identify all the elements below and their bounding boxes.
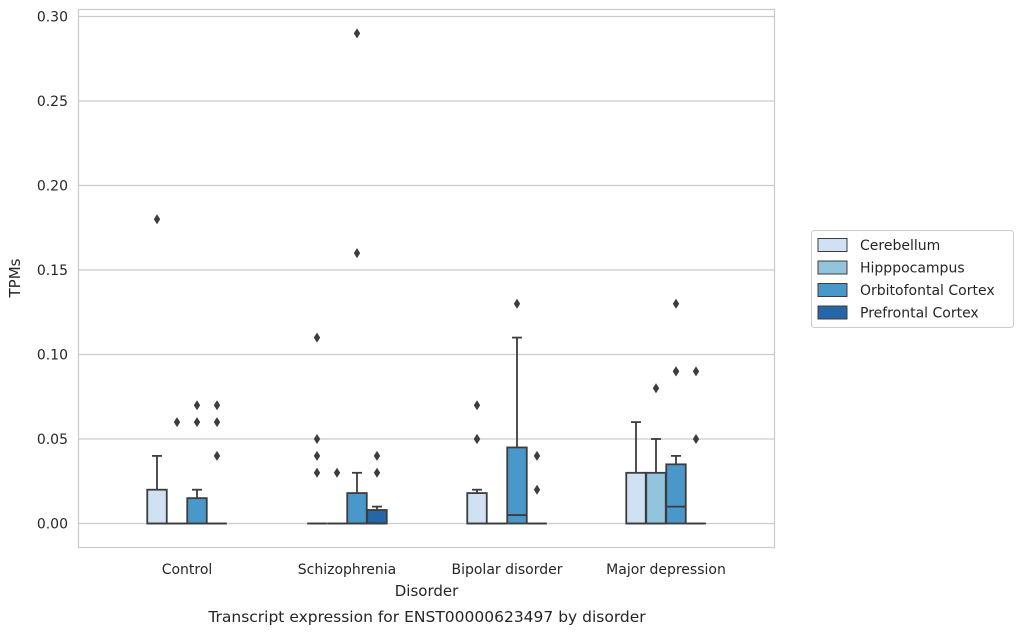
outlier-point xyxy=(533,484,541,495)
chart-caption: Transcript expression for ENST0000062349… xyxy=(207,608,646,626)
box-3-0 xyxy=(625,421,647,525)
outlier-point xyxy=(313,332,321,343)
box-body xyxy=(186,497,208,525)
y-tick-label: 0.10 xyxy=(37,348,68,364)
box-0-2 xyxy=(186,400,208,525)
box-body xyxy=(625,471,647,525)
legend-swatch xyxy=(817,260,848,275)
legend-label: Prefrontal Cortex xyxy=(860,306,979,322)
box-1-3 xyxy=(366,450,388,525)
outlier-point xyxy=(353,28,361,39)
y-tick-label: 0.00 xyxy=(37,517,68,533)
y-tick-label: 0.05 xyxy=(37,432,68,448)
plot-frame xyxy=(77,8,776,549)
box-3-2 xyxy=(665,298,687,525)
legend-label: Cerebellum xyxy=(860,238,940,254)
outlier-point xyxy=(473,434,481,444)
outlier-point xyxy=(513,298,521,309)
box-1-1 xyxy=(327,467,347,525)
outlier-point xyxy=(313,450,321,461)
outlier-point xyxy=(193,400,201,411)
outlier-point xyxy=(473,400,481,411)
y-axis-title: TPMs xyxy=(6,258,24,298)
y-tick-label: 0.15 xyxy=(37,263,68,279)
outlier-point xyxy=(173,417,181,428)
box-body xyxy=(645,471,667,525)
outlier-point xyxy=(313,434,321,444)
legend: Cerebellum Hipppocampus Orbitofontal Corte… xyxy=(811,230,1014,328)
box-0-3 xyxy=(207,400,227,525)
legend-swatch xyxy=(817,238,848,252)
box-body xyxy=(665,463,687,525)
y-tick-label: 0.25 xyxy=(37,94,68,110)
box-body xyxy=(506,446,528,525)
x-tick-label: Schizophrenia xyxy=(298,562,396,578)
box-body xyxy=(146,488,168,525)
outlier-point xyxy=(692,366,700,377)
outlier-point xyxy=(213,400,221,411)
box-body xyxy=(366,509,388,525)
outlier-point xyxy=(373,450,381,461)
y-tick-label: 0.30 xyxy=(37,10,68,26)
box-body xyxy=(466,492,488,525)
outlier-point xyxy=(353,248,361,259)
outlier-point xyxy=(652,383,660,394)
legend-label: Orbitofontal Cortex xyxy=(860,283,995,299)
outlier-point xyxy=(313,467,321,478)
x-tick-label: Control xyxy=(162,562,213,578)
box-2-3 xyxy=(527,450,547,525)
x-tick-label: Major depression xyxy=(606,562,726,578)
outlier-point xyxy=(692,434,700,444)
x-axis-ticks: Control Schizophrenia Bipolar disorder Majo… xyxy=(162,562,726,578)
box-2-0 xyxy=(466,400,488,525)
box-0-0 xyxy=(146,214,168,525)
outlier-point xyxy=(193,417,201,428)
outlier-point xyxy=(213,417,221,428)
outlier-point xyxy=(672,298,680,309)
box-1-0 xyxy=(307,332,327,525)
box-0-1 xyxy=(167,417,187,525)
boxes-layer xyxy=(146,28,706,525)
x-axis-title: Disorder xyxy=(395,582,459,600)
outlier-point xyxy=(213,450,221,461)
y-tick-label: 0.20 xyxy=(37,179,68,195)
legend-label: Hipppocampus xyxy=(860,261,965,277)
box-3-3 xyxy=(686,366,706,525)
legend-frame xyxy=(811,230,1014,328)
legend-swatch xyxy=(817,305,848,320)
outlier-point xyxy=(533,450,541,461)
outlier-point xyxy=(333,467,341,478)
outlier-point xyxy=(672,366,680,377)
outlier-point xyxy=(153,214,161,225)
outlier-point xyxy=(373,467,381,478)
x-tick-label: Bipolar disorder xyxy=(451,562,562,578)
box-2-2 xyxy=(506,298,528,525)
y-axis-ticks: 0.00 0.05 0.10 0.15 0.20 0.25 0.30 xyxy=(37,10,68,533)
legend-swatch xyxy=(817,283,848,297)
box-body xyxy=(346,492,368,525)
box-1-2 xyxy=(346,28,368,525)
